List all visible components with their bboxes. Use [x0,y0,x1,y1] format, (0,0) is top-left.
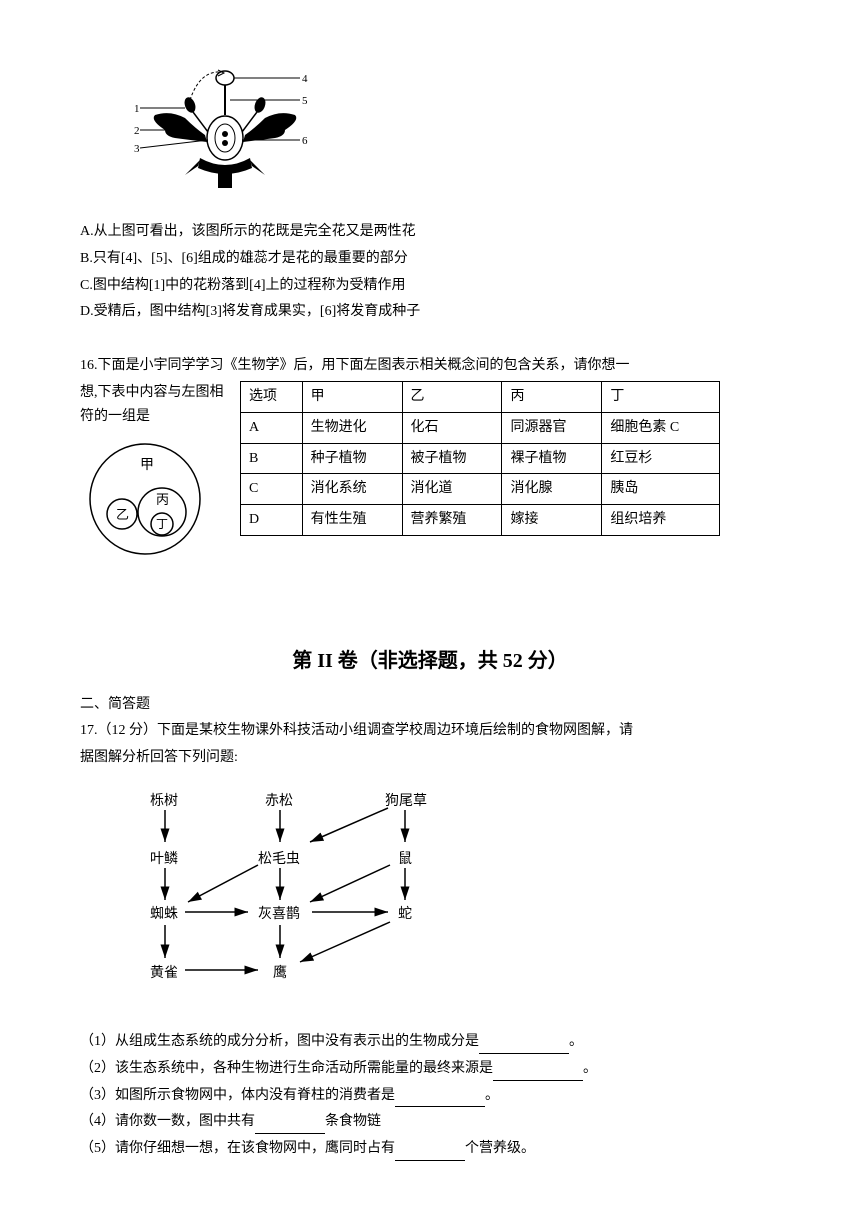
label-5: 5 [302,95,308,107]
table-row: D 有性生殖 营养繁殖 嫁接 组织培养 [241,505,720,536]
blank [395,1090,485,1108]
node-zhi: 蜘蛛 [150,903,178,927]
q17-4: （4）请你数一数，图中共有条食物链 [80,1110,780,1134]
node-gou: 狗尾草 [385,790,427,814]
node-she: 蛇 [398,903,412,927]
venn-left: 乙 [116,507,129,522]
node-hui: 灰喜鹊 [258,903,300,927]
q17-3: （3）如图所示食物网中，体内没有脊柱的消费者是。 [80,1084,780,1108]
q16-stem-l1: 16.下面是小宇同学学习《生物学》后，用下面左图表示相关概念间的包含关系，请你想… [80,354,780,378]
section2-title: 第 II 卷（非选择题，共 52 分） [80,644,780,678]
node-song: 松毛虫 [258,848,300,872]
q17-stem-l1: 17.（12 分）下面是某校生物课外科技活动小组调查学校周边环境后绘制的食物网图… [80,719,780,743]
q16-stem-l3: 符的一组是 [80,409,150,424]
blank [255,1116,325,1134]
q16: 16.下面是小宇同学学习《生物学》后，用下面左图表示相关概念间的包含关系，请你想… [80,354,780,563]
blank [493,1063,583,1081]
option-c: C.图中结构[1]中的花粉落到[4]上的过程称为受精作用 [80,274,780,298]
q17-stem-l2: 据图解分析回答下列问题: [80,746,780,770]
option-b: B.只有[4]、[5]、[6]组成的雄蕊才是花的最重要的部分 [80,247,780,271]
node-huang: 黄雀 [150,962,178,986]
q17-5: （5）请你仔细想一想，在该食物网中，鹰同时占有个营养级。 [80,1137,780,1161]
node-ying: 鹰 [273,962,287,986]
venn-right: 丙 [156,492,169,507]
sub-header: 二、简答题 [80,693,780,717]
venn-diagram: 甲 乙 丙 丁 [80,434,210,564]
th-4: 丁 [602,381,720,412]
q17-1: （1）从组成生态系统的成分分析，图中没有表示出的生物成分是。 [80,1030,780,1054]
label-6: 6 [302,135,308,147]
table-row: C 消化系统 消化道 消化腺 胰岛 [241,474,720,505]
label-4: 4 [302,73,308,85]
venn-outer: 甲 [140,458,154,473]
node-chi: 赤松 [265,790,293,814]
th-2: 乙 [402,381,502,412]
node-shu: 鼠 [398,848,412,872]
q16-table: 选项 甲 乙 丙 丁 A 生物进化 化石 同源器官 细胞色素 C B 种子植物 … [240,381,720,536]
th-1: 甲 [302,381,402,412]
flower-svg: 1 2 3 4 5 6 [130,60,310,210]
flower-diagram: 1 2 3 4 5 6 [130,60,310,210]
venn-inner: 丁 [156,517,168,531]
q16-stem-l2: 想,下表中内容与左图相 [80,385,224,400]
blank [395,1143,465,1161]
q15-options: A.从上图可看出，该图所示的花既是完全花又是两性花 B.只有[4]、[5]、[6… [80,220,780,324]
option-a: A.从上图可看出，该图所示的花既是完全花又是两性花 [80,220,780,244]
option-d: D.受精后，图中结构[3]将发育成果实，[6]将发育成种子 [80,300,780,324]
label-1: 1 [134,103,140,115]
label-2: 2 [134,125,140,137]
th-3: 丙 [502,381,602,412]
node-li: 栎树 [150,790,178,814]
table-row: B 种子植物 被子植物 裸子植物 红豆杉 [241,443,720,474]
table-header-row: 选项 甲 乙 丙 丁 [241,381,720,412]
q17-2: （2）该生态系统中，各种生物进行生命活动所需能量的最终来源是。 [80,1057,780,1081]
node-ye: 叶鳞 [150,848,178,872]
th-0: 选项 [241,381,303,412]
label-3: 3 [134,143,140,155]
food-web-diagram: 栎树 赤松 狗尾草 叶鳞 松毛虫 鼠 蜘蛛 灰喜鹊 蛇 黄雀 鹰 [130,780,470,1020]
blank [479,1036,569,1054]
table-row: A 生物进化 化石 同源器官 细胞色素 C [241,412,720,443]
